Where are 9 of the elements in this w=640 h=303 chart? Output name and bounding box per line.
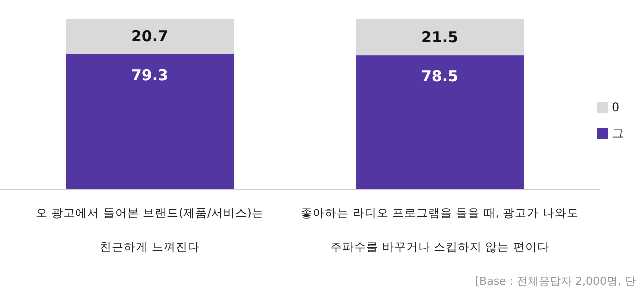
category-label: 좋아하는 라디오 프로그램을 들을 때, 광고가 나와도 주파수를 바꾸거나 스킵하지 않는 편이다 bbox=[301, 206, 579, 254]
legend-label: 그 bbox=[612, 126, 624, 140]
text: [Base : 전체응답자 2,000명, 단 bbox=[475, 275, 636, 288]
data-label: 79.3 bbox=[131, 66, 169, 84]
data-label: 20.7 bbox=[131, 28, 169, 46]
legend-label: 0 bbox=[612, 100, 620, 114]
category-label: 오 광고에서 들어본 브랜드(제품/서비스)는 친근하게 느껴진다 bbox=[36, 206, 264, 254]
data-label: 21.5 bbox=[421, 28, 459, 46]
data-label: 78.5 bbox=[421, 68, 459, 86]
